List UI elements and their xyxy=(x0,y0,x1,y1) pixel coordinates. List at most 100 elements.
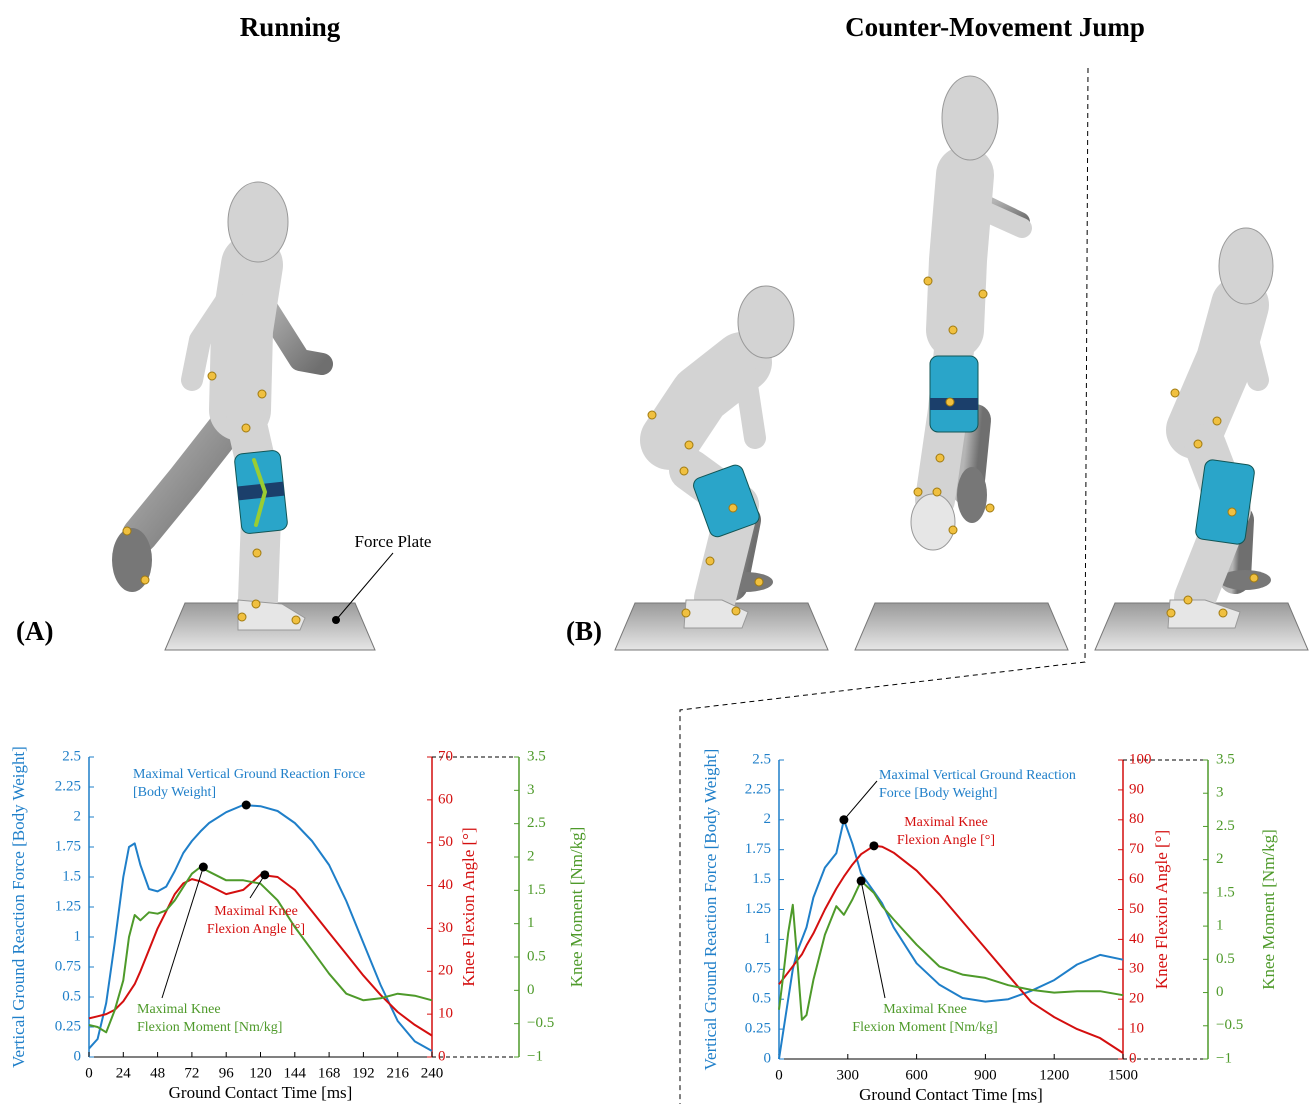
annotation: Maximal Vertical Ground Reaction Force xyxy=(133,767,365,782)
y2-tick-label: 50 xyxy=(438,834,453,850)
y3-tick-label: −1 xyxy=(1216,1050,1232,1066)
marker xyxy=(208,372,216,380)
marker xyxy=(979,290,987,298)
marker xyxy=(949,326,957,334)
y2-tick-label: 40 xyxy=(1129,931,1144,947)
annotation: Maximal Knee xyxy=(137,1002,221,1017)
peak-marker xyxy=(857,876,866,885)
y-tick-label: 0.75 xyxy=(745,961,771,977)
y3-tick-label: 2 xyxy=(527,848,535,864)
x-axis-title: Ground Contact Time [ms] xyxy=(859,1085,1043,1104)
y2-tick-label: 60 xyxy=(438,791,453,807)
y-tick-label: 1.75 xyxy=(745,841,771,857)
y-tick-label: 1.25 xyxy=(55,898,81,914)
leader-line xyxy=(336,553,393,620)
y-tick-label: 1.75 xyxy=(55,838,81,854)
knee-sleeve xyxy=(930,356,978,432)
y-tick-label: 0.25 xyxy=(745,1021,771,1037)
y2-tick-label: 30 xyxy=(438,920,453,936)
panel-title: Running xyxy=(240,12,341,42)
x-tick-label: 600 xyxy=(905,1067,928,1083)
y3-tick-label: 1.5 xyxy=(1216,884,1235,900)
figure-shoe xyxy=(911,494,955,550)
y-axis-title: Vertical Ground Reaction Force [Body Wei… xyxy=(701,749,720,1071)
marker xyxy=(1167,609,1175,617)
x-tick-label: 0 xyxy=(775,1067,783,1083)
y3-tick-label: 3 xyxy=(1216,785,1224,801)
y2-tick-label: 70 xyxy=(438,748,453,764)
y3-tick-label: 3.5 xyxy=(1216,751,1235,767)
marker xyxy=(933,488,941,496)
x-tick-label: 900 xyxy=(974,1067,997,1083)
y-tick-label: 2.5 xyxy=(62,748,81,764)
y2-tick-label: 50 xyxy=(1129,901,1144,917)
figure-torso xyxy=(240,265,252,410)
peak-marker xyxy=(242,801,251,810)
annotation: Flexion Angle [°] xyxy=(897,833,995,848)
y-tick-label: 2.25 xyxy=(745,781,771,797)
figure-head xyxy=(942,76,998,160)
force-plate xyxy=(855,603,1068,650)
annotation: Flexion Moment [Nm/kg] xyxy=(137,1020,282,1035)
x-tick-label: 0 xyxy=(85,1065,93,1081)
x-tick-label: 1200 xyxy=(1039,1067,1069,1083)
peak-marker xyxy=(869,841,878,850)
x-tick-label: 24 xyxy=(116,1065,132,1081)
marker xyxy=(1228,508,1236,516)
peak-marker xyxy=(260,870,269,879)
annotation: [Body Weight] xyxy=(133,785,216,800)
marker xyxy=(729,504,737,512)
marker xyxy=(242,424,250,432)
panel-label: (B) xyxy=(566,616,602,646)
x-tick-label: 48 xyxy=(150,1065,165,1081)
peak-marker xyxy=(199,863,208,872)
y3-tick-label: 0 xyxy=(527,982,535,998)
y2-tick-label: 0 xyxy=(1129,1050,1137,1066)
y3-tick-label: 0.5 xyxy=(1216,951,1235,967)
marker xyxy=(292,616,300,624)
x-tick-label: 192 xyxy=(352,1065,375,1081)
figure-torso xyxy=(1195,305,1240,430)
annotation: Maximal Knee xyxy=(214,904,298,919)
x-axis-title: Ground Contact Time [ms] xyxy=(169,1083,353,1102)
y-tick-label: 1.5 xyxy=(62,868,81,884)
y2-tick-label: 90 xyxy=(1129,781,1144,797)
x-tick-label: 216 xyxy=(386,1065,409,1081)
marker xyxy=(258,390,266,398)
marker xyxy=(706,557,714,565)
y3-tick-label: 3.5 xyxy=(527,748,546,764)
annotation: Flexion Angle [°] xyxy=(207,922,305,937)
y-tick-label: 0.75 xyxy=(55,958,81,974)
y3-tick-label: −0.5 xyxy=(527,1015,554,1031)
annotation: Force Plate xyxy=(355,532,432,551)
y3-tick-label: 2 xyxy=(1216,851,1224,867)
y2-tick-label: 100 xyxy=(1129,751,1152,767)
x-tick-label: 72 xyxy=(184,1065,199,1081)
figure-arm xyxy=(745,372,755,438)
y-tick-label: 0.5 xyxy=(752,991,771,1007)
y2-tick-label: 70 xyxy=(1129,841,1144,857)
marker xyxy=(123,527,131,535)
y-tick-label: 1 xyxy=(74,928,82,944)
x-tick-label: 1500 xyxy=(1108,1067,1138,1083)
leader-line xyxy=(844,781,877,820)
y3-tick-label: 1 xyxy=(527,915,535,931)
y3-tick-label: 3 xyxy=(527,782,535,798)
y-tick-label: 2.25 xyxy=(55,778,81,794)
series-line xyxy=(779,881,1123,1020)
y-tick-label: 2 xyxy=(764,811,772,827)
y-axis-title: Vertical Ground Reaction Force [Body Wei… xyxy=(9,746,28,1068)
annotation: Maximal Knee xyxy=(883,1002,967,1017)
y3-tick-label: 0 xyxy=(1216,984,1224,1000)
y3-tick-label: 0.5 xyxy=(527,948,546,964)
annotation: Maximal Vertical Ground Reaction xyxy=(879,768,1076,783)
marker xyxy=(936,454,944,462)
y2-tick-label: 20 xyxy=(438,963,453,979)
y-tick-label: 0.5 xyxy=(62,988,81,1004)
figure: Running Counter-Movement Jump (A) (B) Fo… xyxy=(0,0,1309,1106)
marker xyxy=(986,504,994,512)
x-tick-label: 144 xyxy=(284,1065,307,1081)
annotation: Force [Body Weight] xyxy=(879,786,997,801)
y3-tick-label: 2.5 xyxy=(527,815,546,831)
y-tick-label: 1 xyxy=(764,931,772,947)
